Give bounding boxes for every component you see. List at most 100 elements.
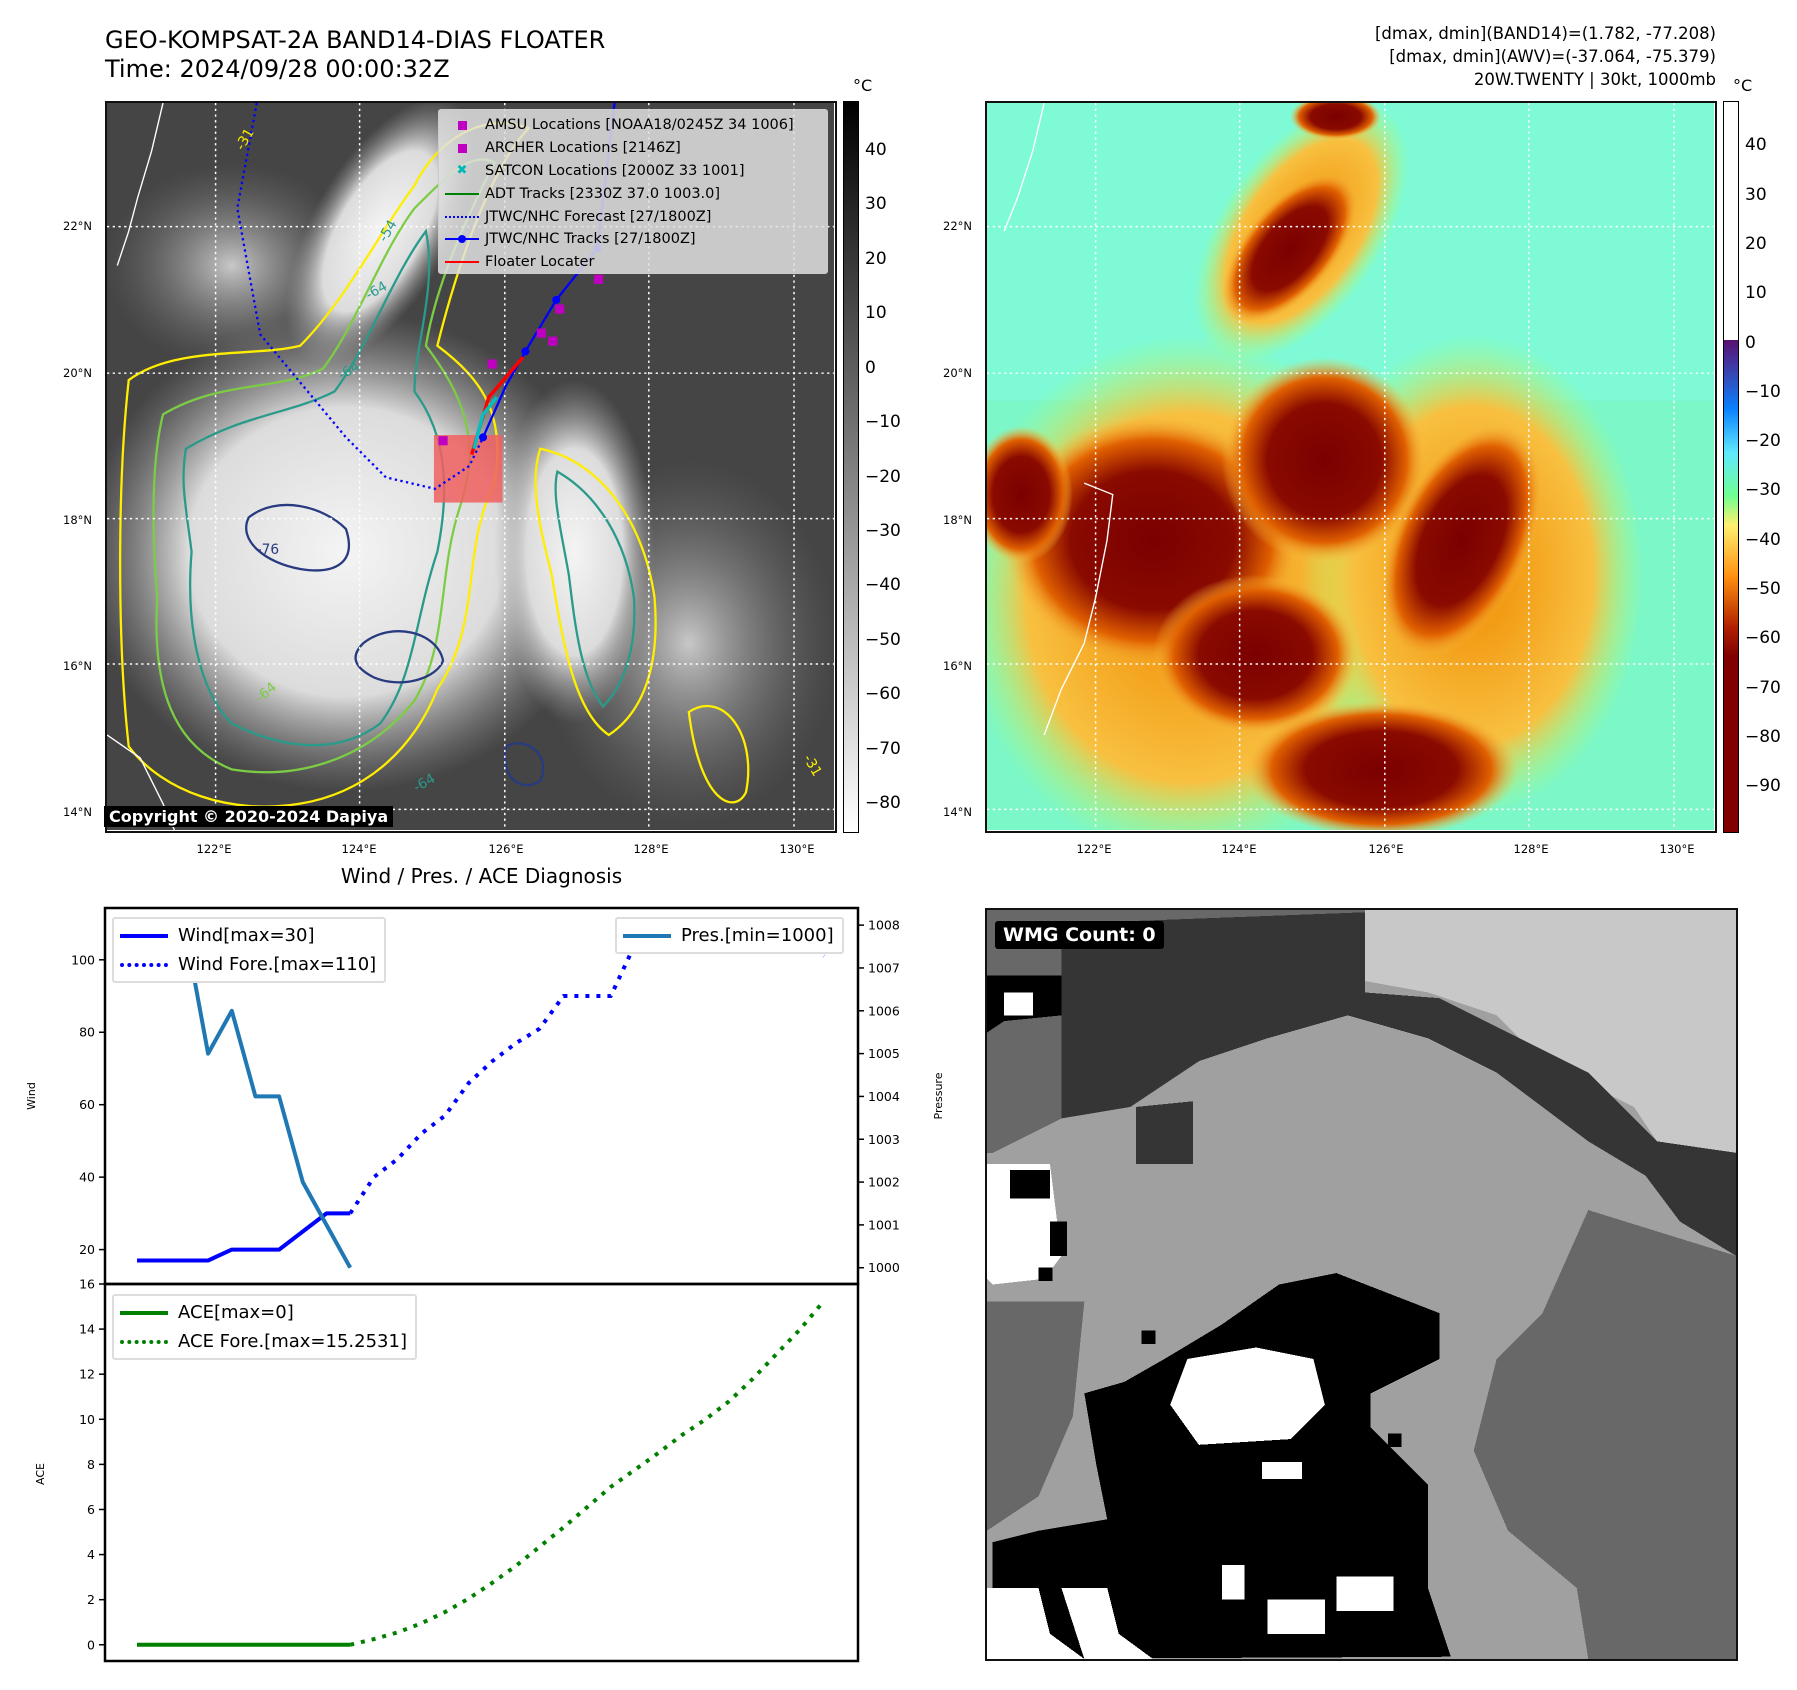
colorbar-tick-label: 20 bbox=[1745, 233, 1767, 254]
colorbar-tick-label: −30 bbox=[865, 520, 901, 541]
stats-header: [dmax, dmin](BAND14)=(1.782, -77.208) [d… bbox=[1375, 22, 1716, 91]
red-line-icon bbox=[445, 261, 479, 264]
colorbar-right bbox=[1723, 101, 1739, 833]
legend-label: Pres.[min=1000] bbox=[681, 925, 834, 946]
legend-label: ACE[max=0] bbox=[178, 1302, 294, 1323]
pressure-legend: Pres.[min=1000] bbox=[615, 917, 844, 954]
figure-title: GEO-KOMPSAT-2A BAND14-DIAS FLOATER Time:… bbox=[105, 26, 605, 84]
colorbar-tick-label: −80 bbox=[865, 793, 901, 814]
colorbar-tick-label: −90 bbox=[1745, 776, 1781, 797]
blue-dotted-line-icon bbox=[445, 215, 479, 218]
title-line-1: GEO-KOMPSAT-2A BAND14-DIAS FLOATER bbox=[105, 26, 606, 54]
tick-label: 8 bbox=[87, 1457, 95, 1472]
ace-plot-frame bbox=[103, 1282, 860, 1663]
lon-label: 124°E bbox=[341, 842, 377, 856]
colorbar-tick-label: 30 bbox=[865, 194, 887, 215]
lat-label: 16°N bbox=[943, 659, 972, 673]
title-time: Time: 2024/09/28 00:00:32Z bbox=[105, 55, 450, 83]
lat-label: 14°N bbox=[63, 805, 92, 819]
colorbar-tick-label: −50 bbox=[865, 629, 901, 650]
lon-label: 130°E bbox=[1659, 842, 1695, 856]
floater-box bbox=[433, 435, 503, 503]
colorbar-tick-label: 20 bbox=[865, 248, 887, 269]
solid-green-line-icon bbox=[120, 1310, 168, 1315]
colorbar-tick-label: −40 bbox=[865, 575, 901, 596]
y-axis-label-pressure: Pressure bbox=[932, 1072, 945, 1119]
lat-label: 20°N bbox=[943, 366, 972, 380]
series-windline bbox=[137, 1211, 351, 1263]
tick-label: 1006 bbox=[868, 1003, 900, 1018]
tick-label: 1004 bbox=[868, 1089, 900, 1104]
tick-label: 0 bbox=[87, 1637, 95, 1652]
legend-label: Wind Fore.[max=110] bbox=[178, 954, 377, 975]
legend-item: ADT Tracks [2330Z 37.0 1003.0] bbox=[439, 182, 827, 205]
colorbar-tick-label: 10 bbox=[865, 303, 887, 324]
lon-label: 122°E bbox=[1076, 842, 1112, 856]
tick-label: 80 bbox=[79, 1025, 95, 1040]
colorbar-left-unit: °C bbox=[853, 76, 873, 95]
storm-info: 20W.TWENTY | 30kt, 1000mb bbox=[1473, 70, 1716, 89]
colorbar-tick-label: −60 bbox=[865, 684, 901, 705]
lon-label: 128°E bbox=[633, 842, 669, 856]
colorbar-tick-label: 40 bbox=[865, 139, 887, 160]
colorbar-tick-label: −70 bbox=[865, 738, 901, 759]
colorbar-left bbox=[843, 101, 859, 833]
tick-label: 40 bbox=[79, 1170, 95, 1185]
map-legend: AMSU Locations [NOAA18/0245Z 34 1006] AR… bbox=[438, 109, 828, 274]
blue-line-dot-icon bbox=[445, 234, 479, 243]
colorbar-tick-label: 0 bbox=[1745, 332, 1756, 353]
ace-legend: ACE[max=0] ACE Fore.[max=15.2531] bbox=[112, 1294, 417, 1360]
colorbar-tick-label: 10 bbox=[1745, 283, 1767, 304]
legend-label: ARCHER Locations [2146Z] bbox=[485, 140, 681, 157]
awv-stats: [dmax, dmin](AWV)=(-37.064, -75.379) bbox=[1389, 47, 1716, 66]
tick-label: 1002 bbox=[868, 1175, 900, 1190]
colorbar-tick-label: −60 bbox=[1745, 628, 1781, 649]
legend-label: SATCON Locations [2000Z 33 1001] bbox=[485, 162, 745, 179]
tick-label: 1003 bbox=[868, 1132, 900, 1147]
legend-label: JTWC/NHC Tracks [27/1800Z] bbox=[485, 231, 696, 248]
colorbar-tick-label: −20 bbox=[1745, 431, 1781, 452]
tick-label: 1000 bbox=[868, 1260, 900, 1275]
colorbar-left-ticks: 40 30 20 10 0 −10 −20 −30 −40 −50 −60 −70 −80 bbox=[843, 101, 903, 833]
lon-label: 126°E bbox=[1368, 842, 1404, 856]
legend-item: JTWC/NHC Tracks [27/1800Z] bbox=[439, 228, 827, 251]
legend-item: AMSU Locations [NOAA18/0245Z 34 1006] bbox=[439, 114, 827, 137]
colorbar-tick-label: 0 bbox=[865, 357, 876, 378]
series-ace-fore-line bbox=[349, 1299, 826, 1647]
tick-label: 2 bbox=[87, 1592, 95, 1607]
tick-label: 12 bbox=[79, 1367, 95, 1382]
awv-map-image bbox=[987, 103, 1714, 830]
chart-title: Wind / Pres. / ACE Diagnosis bbox=[340, 864, 623, 888]
lat-label: 16°N bbox=[63, 659, 92, 673]
lon-label: 122°E bbox=[196, 842, 232, 856]
legend-item: ✖ SATCON Locations [2000Z 33 1001] bbox=[439, 160, 827, 183]
colorbar-tick-label: −10 bbox=[865, 412, 901, 433]
tick-label: 100 bbox=[71, 952, 95, 967]
y-axis-label-wind: Wind bbox=[25, 1082, 38, 1110]
wind-legend: Wind[max=30] Wind Fore.[max=110] bbox=[112, 917, 387, 983]
lat-label: 18°N bbox=[63, 513, 92, 527]
tick-label: 10 bbox=[79, 1412, 95, 1427]
tick-label: 1005 bbox=[868, 1046, 900, 1061]
tick-label: 16 bbox=[79, 1277, 95, 1292]
copyright-label: Copyright © 2020-2024 Dapiya bbox=[104, 806, 394, 827]
magenta-square-icon bbox=[457, 120, 467, 130]
colorbar-tick-label: −20 bbox=[865, 466, 901, 487]
legend-label: AMSU Locations [NOAA18/0245Z 34 1006] bbox=[485, 117, 794, 134]
tick-label: 60 bbox=[79, 1097, 95, 1112]
colorbar-tick-label: −80 bbox=[1745, 726, 1781, 747]
colorbar-tick-label: −10 bbox=[1745, 381, 1781, 402]
colorbar-right-unit: °C bbox=[1733, 76, 1753, 95]
lat-label: 22°N bbox=[943, 219, 972, 233]
lat-label: 20°N bbox=[63, 366, 92, 380]
tick-label: 14 bbox=[79, 1322, 95, 1337]
tick-label: 20 bbox=[79, 1242, 95, 1257]
solid-steelblue-line-icon bbox=[623, 933, 671, 938]
dotted-green-line-icon bbox=[120, 1339, 168, 1344]
cyan-x-icon: ✖ bbox=[456, 163, 468, 179]
colorbar-tick-label: −70 bbox=[1745, 677, 1781, 698]
amsu-archer-markers bbox=[438, 274, 604, 446]
tick-label: 4 bbox=[87, 1547, 95, 1562]
legend-label: ACE Fore.[max=15.2531] bbox=[178, 1331, 407, 1352]
tick-label: 1008 bbox=[868, 918, 900, 933]
